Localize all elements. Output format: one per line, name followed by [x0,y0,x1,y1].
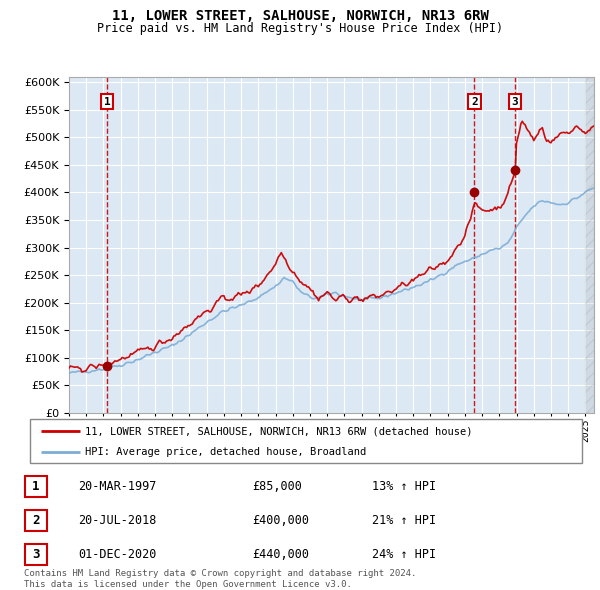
Text: 24% ↑ HPI: 24% ↑ HPI [372,548,436,561]
Text: 2: 2 [32,514,40,527]
Text: £85,000: £85,000 [252,480,302,493]
Text: 2: 2 [471,97,478,107]
Text: 3: 3 [32,548,40,561]
Text: Price paid vs. HM Land Registry's House Price Index (HPI): Price paid vs. HM Land Registry's House … [97,22,503,35]
Text: 20-MAR-1997: 20-MAR-1997 [78,480,157,493]
Text: 13% ↑ HPI: 13% ↑ HPI [372,480,436,493]
Text: Contains HM Land Registry data © Crown copyright and database right 2024.
This d: Contains HM Land Registry data © Crown c… [24,569,416,589]
Text: 1: 1 [32,480,40,493]
Text: 01-DEC-2020: 01-DEC-2020 [78,548,157,561]
Text: 11, LOWER STREET, SALHOUSE, NORWICH, NR13 6RW (detached house): 11, LOWER STREET, SALHOUSE, NORWICH, NR1… [85,427,473,436]
Text: 11, LOWER STREET, SALHOUSE, NORWICH, NR13 6RW: 11, LOWER STREET, SALHOUSE, NORWICH, NR1… [112,9,488,23]
Text: 21% ↑ HPI: 21% ↑ HPI [372,514,436,527]
Text: 20-JUL-2018: 20-JUL-2018 [78,514,157,527]
Text: £440,000: £440,000 [252,548,309,561]
Text: HPI: Average price, detached house, Broadland: HPI: Average price, detached house, Broa… [85,447,367,457]
Text: 3: 3 [512,97,518,107]
Text: 1: 1 [104,97,110,107]
Bar [586,77,594,413]
Text: £400,000: £400,000 [252,514,309,527]
